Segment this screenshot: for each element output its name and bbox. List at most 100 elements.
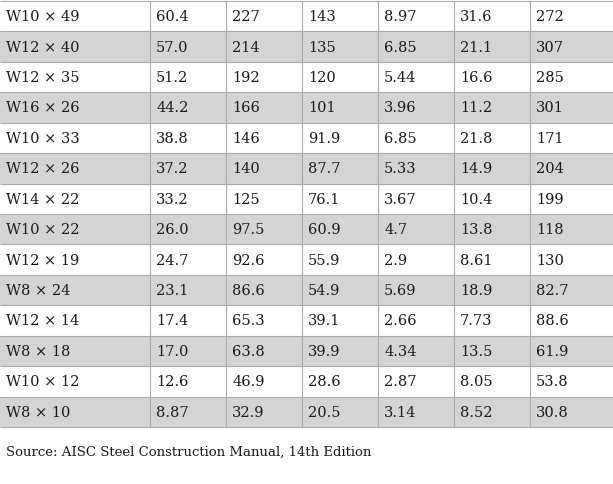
Text: 7.73: 7.73 xyxy=(460,314,493,328)
Text: 28.6: 28.6 xyxy=(308,375,341,389)
Text: 2.66: 2.66 xyxy=(384,314,417,328)
Text: 199: 199 xyxy=(536,192,564,206)
Text: 301: 301 xyxy=(536,101,564,115)
Text: 3.96: 3.96 xyxy=(384,101,417,115)
Text: 214: 214 xyxy=(232,41,260,55)
Text: 38.8: 38.8 xyxy=(156,132,189,146)
Bar xyxy=(0,366,613,397)
Text: W12 × 14: W12 × 14 xyxy=(6,314,79,328)
Text: 33.2: 33.2 xyxy=(156,192,189,206)
Text: 272: 272 xyxy=(536,10,564,24)
Bar xyxy=(0,123,613,154)
Bar xyxy=(0,397,613,427)
Text: 57.0: 57.0 xyxy=(156,41,189,55)
Text: 54.9: 54.9 xyxy=(308,284,341,298)
Text: 166: 166 xyxy=(232,101,260,115)
Bar xyxy=(0,245,613,275)
Text: 11.2: 11.2 xyxy=(460,101,492,115)
Text: W10 × 12: W10 × 12 xyxy=(6,375,79,389)
Text: 12.6: 12.6 xyxy=(156,375,189,389)
Text: W12 × 19: W12 × 19 xyxy=(6,253,79,267)
Text: 32.9: 32.9 xyxy=(232,405,265,419)
Text: 5.33: 5.33 xyxy=(384,162,417,176)
Text: 39.9: 39.9 xyxy=(308,344,341,358)
Text: 285: 285 xyxy=(536,71,564,85)
Text: W8 × 18: W8 × 18 xyxy=(6,344,70,358)
Text: 23.1: 23.1 xyxy=(156,284,189,298)
Text: 8.87: 8.87 xyxy=(156,405,189,419)
Text: 307: 307 xyxy=(536,41,564,55)
Bar xyxy=(0,184,613,214)
Bar xyxy=(0,93,613,123)
Text: 6.85: 6.85 xyxy=(384,132,417,146)
Text: 13.8: 13.8 xyxy=(460,223,493,237)
Text: 130: 130 xyxy=(536,253,564,267)
Text: 135: 135 xyxy=(308,41,336,55)
Text: 21.1: 21.1 xyxy=(460,41,492,55)
Text: 6.85: 6.85 xyxy=(384,41,417,55)
Text: Source: AISC Steel Construction Manual, 14th Edition: Source: AISC Steel Construction Manual, … xyxy=(6,445,371,457)
Text: W8 × 24: W8 × 24 xyxy=(6,284,70,298)
Text: 61.9: 61.9 xyxy=(536,344,569,358)
Text: 92.6: 92.6 xyxy=(232,253,265,267)
Text: W10 × 33: W10 × 33 xyxy=(6,132,80,146)
Text: 97.5: 97.5 xyxy=(232,223,265,237)
Text: 120: 120 xyxy=(308,71,336,85)
Text: 101: 101 xyxy=(308,101,336,115)
Text: 5.69: 5.69 xyxy=(384,284,417,298)
Text: 192: 192 xyxy=(232,71,260,85)
Text: W16 × 26: W16 × 26 xyxy=(6,101,80,115)
Text: W12 × 35: W12 × 35 xyxy=(6,71,80,85)
Text: 2.9: 2.9 xyxy=(384,253,408,267)
Text: 4.34: 4.34 xyxy=(384,344,417,358)
Bar xyxy=(0,306,613,336)
Bar xyxy=(0,214,613,245)
Text: 86.6: 86.6 xyxy=(232,284,265,298)
Text: 3.14: 3.14 xyxy=(384,405,417,419)
Text: 20.5: 20.5 xyxy=(308,405,341,419)
Text: 82.7: 82.7 xyxy=(536,284,569,298)
Text: 8.61: 8.61 xyxy=(460,253,493,267)
Bar xyxy=(0,2,613,32)
Text: 17.0: 17.0 xyxy=(156,344,189,358)
Text: 13.5: 13.5 xyxy=(460,344,493,358)
Text: 2.87: 2.87 xyxy=(384,375,417,389)
Text: 55.9: 55.9 xyxy=(308,253,341,267)
Bar xyxy=(0,275,613,306)
Text: 37.2: 37.2 xyxy=(156,162,189,176)
Text: 8.52: 8.52 xyxy=(460,405,493,419)
Text: 18.9: 18.9 xyxy=(460,284,493,298)
Text: 16.6: 16.6 xyxy=(460,71,493,85)
Text: 5.44: 5.44 xyxy=(384,71,417,85)
Text: 63.8: 63.8 xyxy=(232,344,265,358)
Text: W12 × 26: W12 × 26 xyxy=(6,162,80,176)
Text: 17.4: 17.4 xyxy=(156,314,188,328)
Text: 204: 204 xyxy=(536,162,564,176)
Text: 4.7: 4.7 xyxy=(384,223,408,237)
Text: 24.7: 24.7 xyxy=(156,253,189,267)
Text: 143: 143 xyxy=(308,10,336,24)
Bar xyxy=(0,32,613,63)
Text: W14 × 22: W14 × 22 xyxy=(6,192,79,206)
Text: 171: 171 xyxy=(536,132,564,146)
Text: 140: 140 xyxy=(232,162,260,176)
Text: 60.9: 60.9 xyxy=(308,223,341,237)
Text: 26.0: 26.0 xyxy=(156,223,189,237)
Text: 125: 125 xyxy=(232,192,260,206)
Text: 8.97: 8.97 xyxy=(384,10,417,24)
Bar xyxy=(0,336,613,366)
Text: 8.05: 8.05 xyxy=(460,375,493,389)
Text: 118: 118 xyxy=(536,223,564,237)
Text: 46.9: 46.9 xyxy=(232,375,265,389)
Text: 227: 227 xyxy=(232,10,260,24)
Text: 39.1: 39.1 xyxy=(308,314,341,328)
Text: 14.9: 14.9 xyxy=(460,162,492,176)
Text: 88.6: 88.6 xyxy=(536,314,569,328)
Text: 60.4: 60.4 xyxy=(156,10,189,24)
Text: 53.8: 53.8 xyxy=(536,375,569,389)
Text: 44.2: 44.2 xyxy=(156,101,189,115)
Text: 76.1: 76.1 xyxy=(308,192,341,206)
Bar xyxy=(0,63,613,93)
Text: 91.9: 91.9 xyxy=(308,132,340,146)
Text: 51.2: 51.2 xyxy=(156,71,188,85)
